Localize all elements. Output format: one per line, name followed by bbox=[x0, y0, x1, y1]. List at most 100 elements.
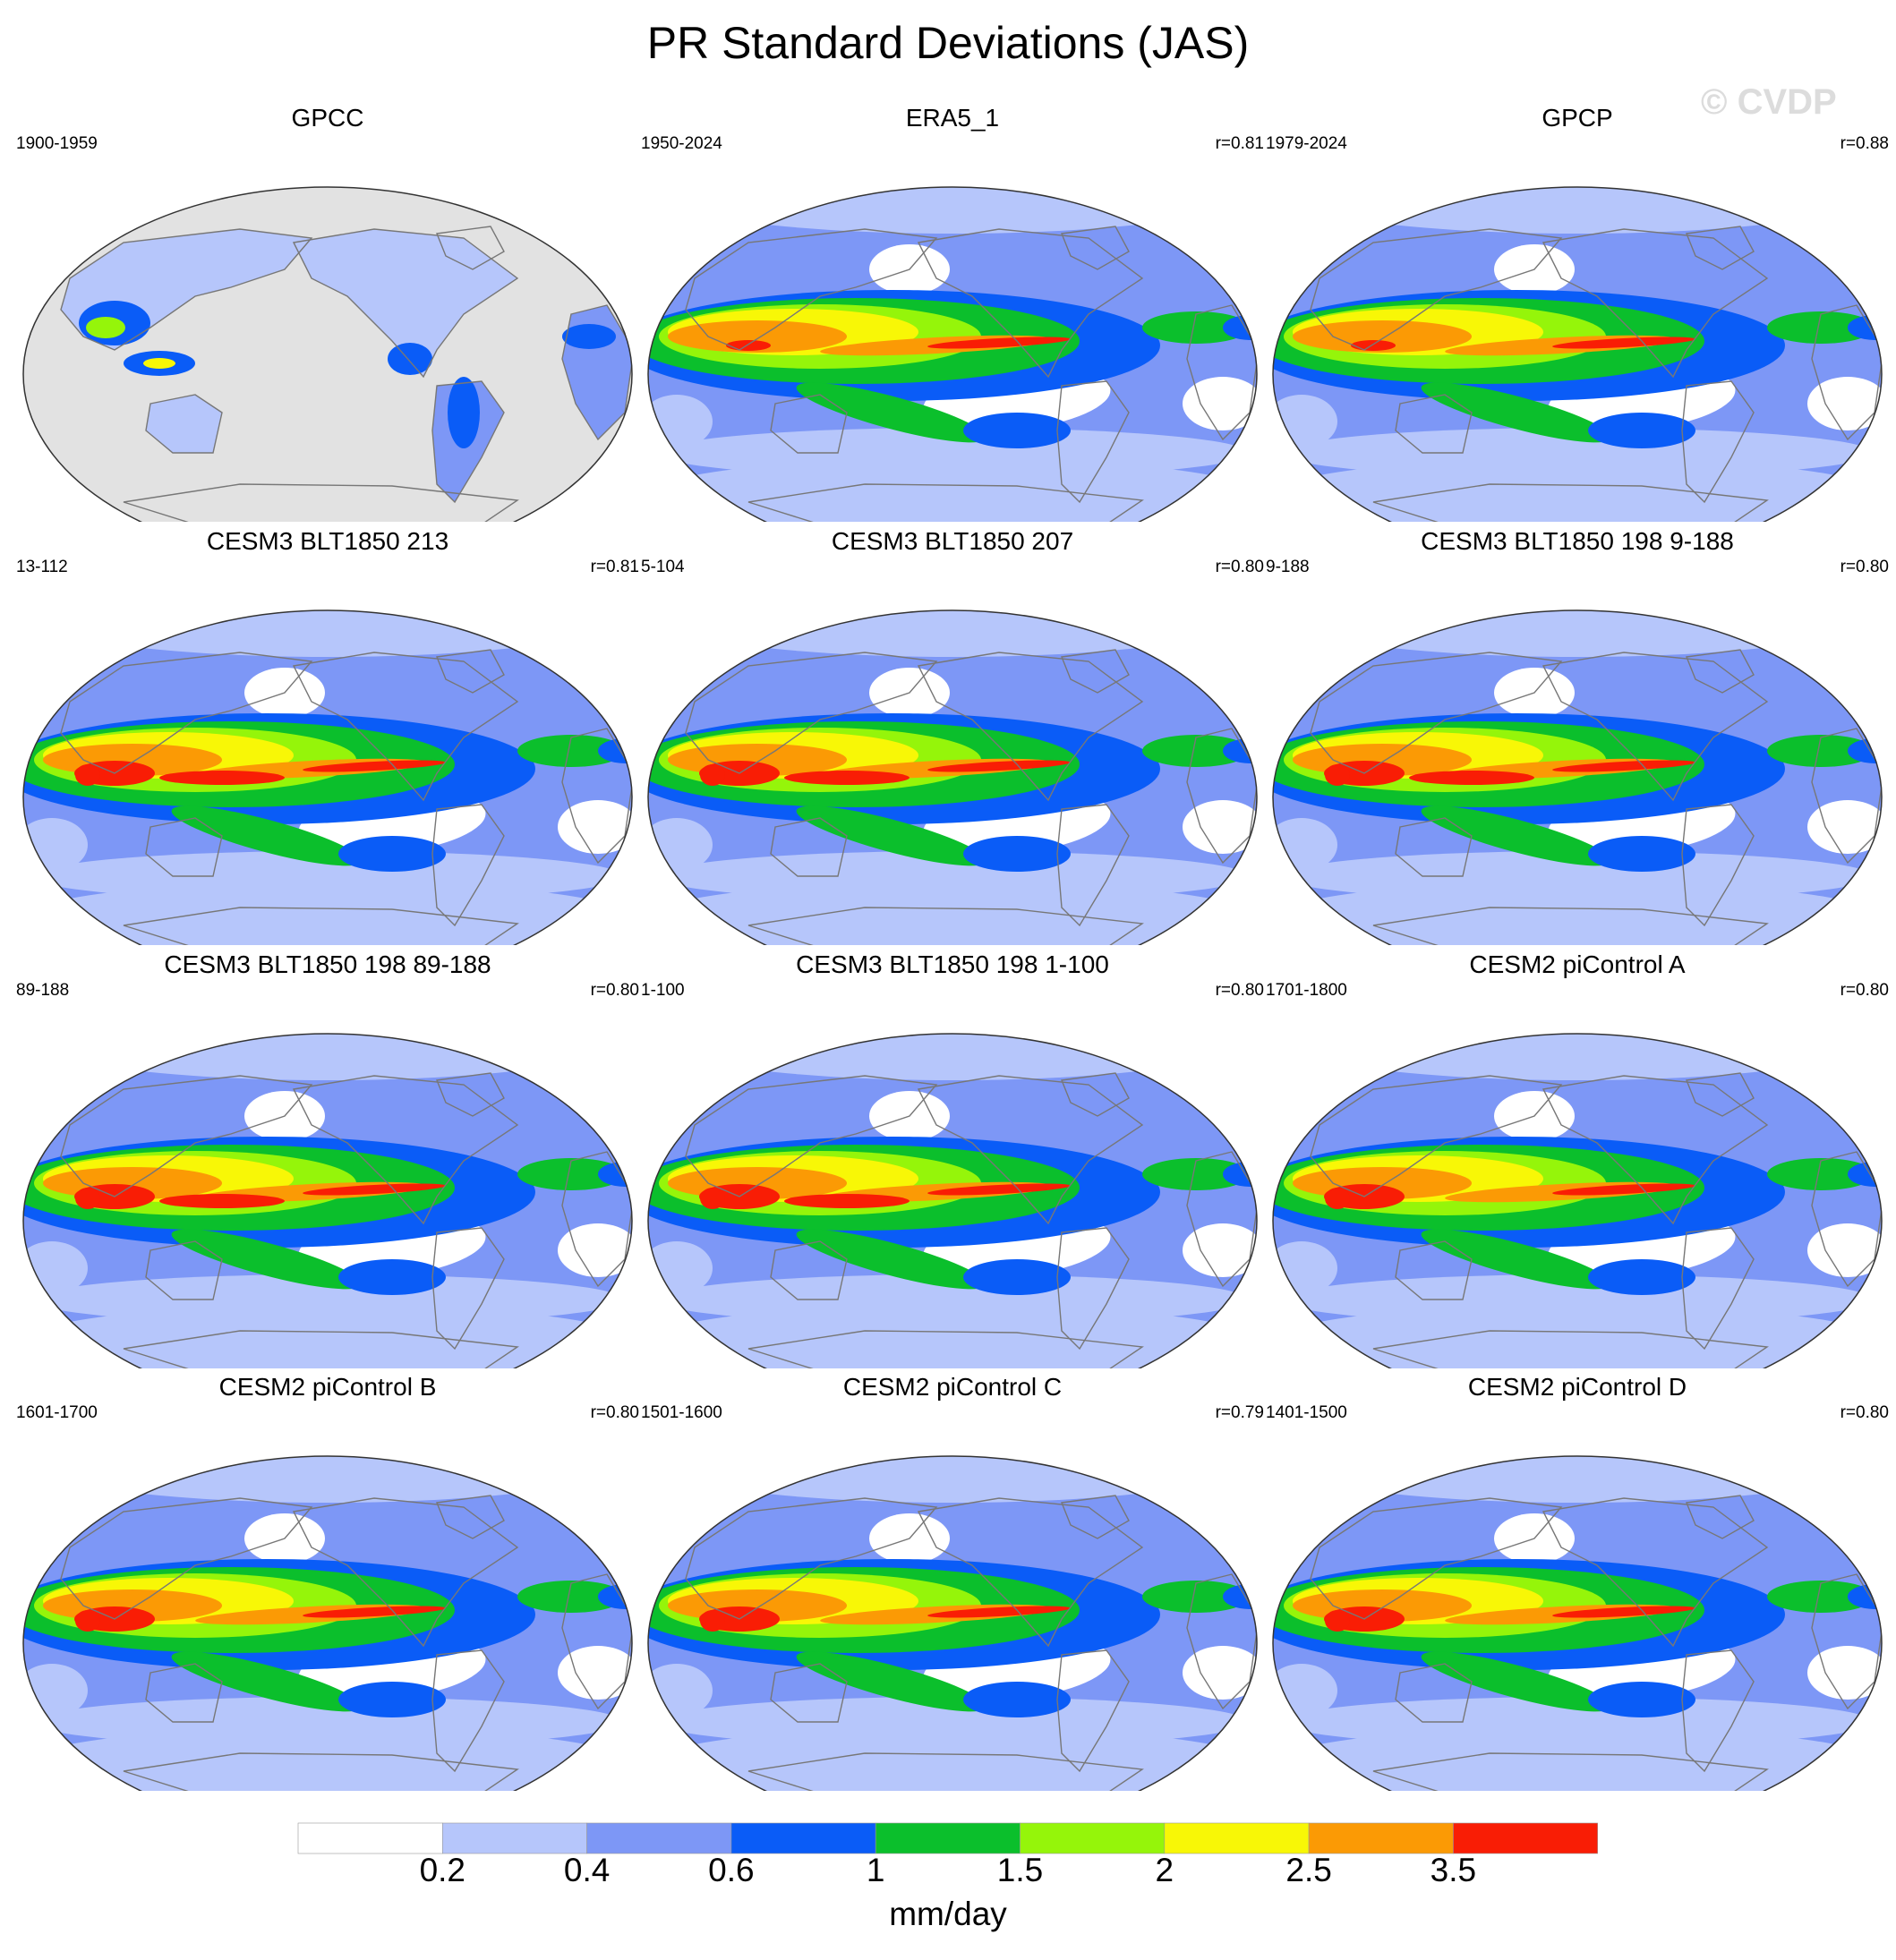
australia-coastline bbox=[145, 817, 223, 877]
colorbar-box bbox=[730, 1822, 876, 1854]
colorbar-tick-label: 1.5 bbox=[996, 1852, 1044, 1888]
spcz-green-band bbox=[1421, 1651, 1612, 1712]
south-atlantic-dry-zone bbox=[1183, 377, 1257, 430]
bay-of-bengal-red-core bbox=[75, 764, 100, 786]
south-pacific-blue-band bbox=[1588, 1682, 1695, 1717]
precip-std-map bbox=[647, 186, 1258, 522]
precip-std-map bbox=[647, 609, 1258, 945]
map-panel: CESM2 piControl A 1701-1800 r=0.80 bbox=[1266, 950, 1889, 1370]
colorbar-box bbox=[297, 1822, 443, 1854]
spcz-green-band bbox=[1421, 805, 1612, 866]
panel-correlation: r=0.80 bbox=[1215, 558, 1264, 576]
south-america-coastline bbox=[431, 804, 505, 927]
panel-title: CESM3 BLT1850 198 9-188 bbox=[1421, 527, 1734, 555]
panel-correlation: r=0.80 bbox=[590, 981, 639, 1000]
panel-period: 1900-1959 bbox=[16, 134, 98, 153]
itcz-red-streak bbox=[927, 1183, 1071, 1196]
south-america-coastline bbox=[1056, 380, 1130, 504]
map-panel: CESM2 piControl D 1401-1500 r=0.80 bbox=[1266, 1372, 1889, 1793]
north-america-coastline bbox=[1542, 652, 1769, 802]
north-america-coastline bbox=[917, 1497, 1144, 1648]
africa-coastline bbox=[1186, 304, 1257, 441]
sahel-band bbox=[562, 324, 616, 349]
australia-coastline bbox=[1395, 817, 1473, 877]
panel-correlation: r=0.88 bbox=[1840, 134, 1889, 153]
south-pacific-blue-band bbox=[963, 413, 1071, 448]
precip-std-map bbox=[1272, 1033, 1883, 1368]
north-america-coastline bbox=[1542, 228, 1769, 379]
south-america-coastline bbox=[1056, 1649, 1130, 1773]
panel-period: 5-104 bbox=[641, 558, 685, 576]
arctic-light-band bbox=[23, 1456, 632, 1503]
panel-period: 1701-1800 bbox=[1266, 981, 1347, 1000]
antarctic-light-band bbox=[23, 881, 632, 945]
atlantic-green-band bbox=[1767, 311, 1875, 344]
spcz-green-band bbox=[171, 805, 363, 866]
bay-of-bengal-red-core bbox=[700, 764, 725, 786]
itcz-red-streak bbox=[303, 1183, 446, 1196]
south-atlantic-dry-zone bbox=[1183, 800, 1257, 854]
north-america-coastline bbox=[917, 1075, 1144, 1225]
antarctica-coastline bbox=[747, 1330, 1144, 1368]
africa-coastline bbox=[1811, 1573, 1882, 1710]
southern-light-band bbox=[1282, 1697, 1873, 1747]
atlantic-green-band bbox=[1142, 311, 1250, 344]
antarctica-coastline bbox=[123, 483, 519, 522]
greenland-coastline bbox=[1686, 1072, 1755, 1117]
colorbar-box bbox=[1308, 1822, 1454, 1854]
southern-light-band bbox=[657, 1697, 1248, 1747]
map-panel: CESM3 BLT1850 198 9-188 9-188 r=0.80 bbox=[1266, 526, 1889, 947]
south-pacific-red-core bbox=[159, 1194, 285, 1208]
bay-of-bengal-red-core bbox=[700, 1610, 725, 1632]
panel-title: GPCC bbox=[291, 104, 364, 132]
arctic-light-band bbox=[648, 1034, 1257, 1080]
south-america-coastline bbox=[431, 380, 505, 504]
southern-light-band bbox=[1282, 851, 1873, 901]
atlantic-green-band bbox=[517, 1581, 625, 1613]
south-atlantic-dry-zone bbox=[558, 1646, 632, 1700]
north-america-coastline bbox=[1542, 1497, 1769, 1648]
antarctica-coastline bbox=[747, 907, 1144, 945]
map-panel: GPCP 1979-2024 r=0.88 bbox=[1266, 103, 1889, 524]
figure-title: PR Standard Deviations (JAS) bbox=[646, 18, 1250, 68]
south-pacific-blue-band bbox=[338, 1682, 446, 1717]
antarctic-light-band bbox=[1273, 1304, 1882, 1368]
asia-coastline bbox=[60, 1075, 313, 1197]
panel-period: 9-188 bbox=[1266, 558, 1310, 576]
itcz-red-streak bbox=[927, 1606, 1071, 1618]
south-pacific-red-core bbox=[784, 771, 910, 785]
spcz-green-band bbox=[171, 1651, 363, 1712]
map-frame bbox=[22, 1455, 633, 1791]
antarctica-coastline bbox=[123, 1330, 519, 1368]
south-america-coastline bbox=[431, 1227, 505, 1351]
south-pacific-blue-band bbox=[1588, 1259, 1695, 1295]
south-atlantic-dry-zone bbox=[558, 800, 632, 854]
arctic-light-band bbox=[1273, 187, 1882, 234]
colorbar-tick-label: 3.5 bbox=[1430, 1852, 1477, 1888]
itcz-red-streak bbox=[1552, 1606, 1695, 1618]
arctic-light-band bbox=[1273, 610, 1882, 657]
australia-field bbox=[146, 395, 222, 453]
africa-coastline bbox=[1186, 728, 1257, 865]
north-america-coastline bbox=[292, 228, 519, 379]
north-america-field bbox=[294, 229, 517, 377]
panel-correlation: r=0.80 bbox=[1840, 558, 1889, 576]
south-atlantic-dry-zone bbox=[1807, 1223, 1882, 1277]
atlantic-green-band bbox=[1142, 1158, 1250, 1190]
panel-period: 1401-1500 bbox=[1266, 1403, 1347, 1422]
map-panel: CESM2 piControl C 1501-1600 r=0.79 bbox=[641, 1372, 1264, 1793]
map-frame bbox=[647, 609, 1258, 945]
map-frame bbox=[1272, 609, 1883, 945]
precip-std-map bbox=[22, 1455, 633, 1791]
south-america-coastline bbox=[1681, 1227, 1755, 1351]
map-frame bbox=[647, 1455, 1258, 1791]
arctic-light-band bbox=[648, 187, 1257, 234]
precip-std-map bbox=[1272, 609, 1883, 945]
antarctic-light-band bbox=[1273, 1726, 1882, 1791]
panel-title: CESM2 piControl A bbox=[1469, 950, 1686, 978]
greenland-coastline bbox=[1061, 226, 1130, 270]
arctic-light-band bbox=[23, 610, 632, 657]
antarctica-coastline bbox=[747, 483, 1144, 522]
panel-correlation: r=0.80 bbox=[1840, 981, 1889, 1000]
tropical-orange-belt bbox=[668, 320, 847, 353]
